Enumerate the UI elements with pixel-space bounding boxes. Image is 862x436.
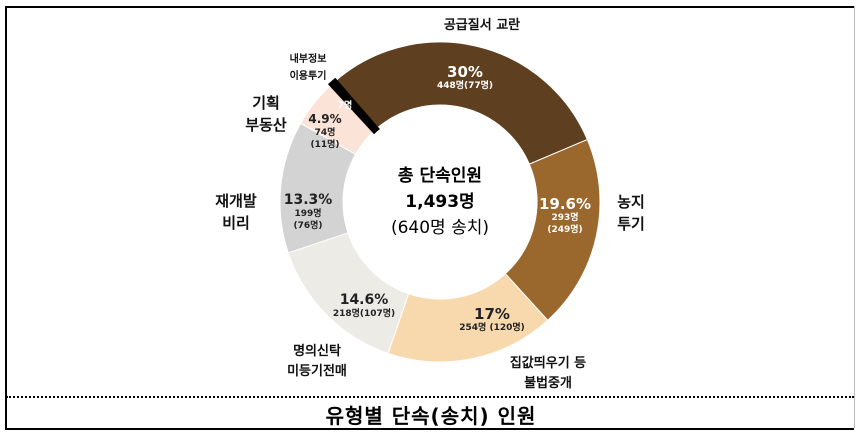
center-label: 총 단속인원 1,493명 (640명 송치) <box>391 163 489 241</box>
slice-value-farmland: 19.6% 293명 (249명) <box>539 196 591 236</box>
slice-value-redevelopment: 13.3% 199명 (76명) <box>284 192 333 232</box>
category-label-title-trust: 명의신탁 미등기전매 <box>287 342 347 382</box>
percent-label: 19.6% <box>538 195 592 213</box>
count-label: 199명 <box>294 209 322 219</box>
category-label-redevelopment: 재개발 비리 <box>215 190 256 234</box>
percent-label: 14.6% <box>339 292 389 308</box>
slice-value-brokerage: 17% 254명 (120명) <box>459 306 525 334</box>
slice-value-insider: 7명 <box>338 100 353 112</box>
slice-value-title-trust: 14.6% 218명(107명) <box>333 292 395 320</box>
label-line: 명의신탁 <box>293 344 341 359</box>
center-total: 1,493명 <box>405 192 475 212</box>
label-line: 부동산 <box>245 116 287 134</box>
title-divider <box>6 396 854 398</box>
referred-label: (76명) <box>293 221 323 231</box>
slice-value-planned-realestate: 4.9% 74명 (11명) <box>308 111 341 151</box>
category-label-farmland: 농지 투기 <box>617 191 645 235</box>
center-referred: (640명 송치) <box>390 218 490 238</box>
count-label: 293명 <box>551 213 579 223</box>
referred-label: (11명) <box>310 140 340 150</box>
count-label: 7명 <box>337 101 353 111</box>
percent-label: 17% <box>474 305 510 323</box>
label-line: 비리 <box>222 214 250 232</box>
chart-title: 유형별 단속(송치) 인원 <box>325 404 537 428</box>
donut-slice-insider <box>327 77 380 135</box>
count-label: 448명(77명) <box>436 81 494 91</box>
frame-right-edge <box>854 6 855 428</box>
chart-frame <box>5 6 854 430</box>
percent-label: 4.9% <box>308 112 342 126</box>
category-label-planned-realestate: 기획 부동산 <box>245 92 286 136</box>
center-title: 총 단속인원 <box>397 166 483 186</box>
count-label: 254명 (120명) <box>459 323 525 333</box>
label-line: 미등기전매 <box>287 364 347 379</box>
label-line: 재개발 <box>215 192 257 210</box>
percent-label: 30% <box>447 63 483 81</box>
percent-label: 13.3% <box>283 192 333 208</box>
category-label-supply: 공급질서 교란 <box>443 18 521 33</box>
category-label-brokerage: 집값띄우기 등 불법중개 <box>510 354 586 394</box>
referred-label: (249명) <box>547 225 583 235</box>
category-label-insider: 내부정보 이용투기 <box>290 51 327 85</box>
label-line: 불법중개 <box>524 376 572 391</box>
donut-slice-supply <box>334 41 588 165</box>
label-line: 내부정보 <box>289 54 327 65</box>
label-line: 농지 <box>617 193 645 211</box>
label-line: 이용투기 <box>289 71 327 82</box>
count-label: 218명(107명) <box>332 309 396 319</box>
label-line: 투기 <box>617 215 645 233</box>
slice-value-supply: 30% 448명(77명) <box>437 64 493 92</box>
label-line: 집값띄우기 등 <box>509 356 587 371</box>
label-line: 기획 <box>252 94 280 112</box>
count-label: 74명 <box>314 128 336 138</box>
